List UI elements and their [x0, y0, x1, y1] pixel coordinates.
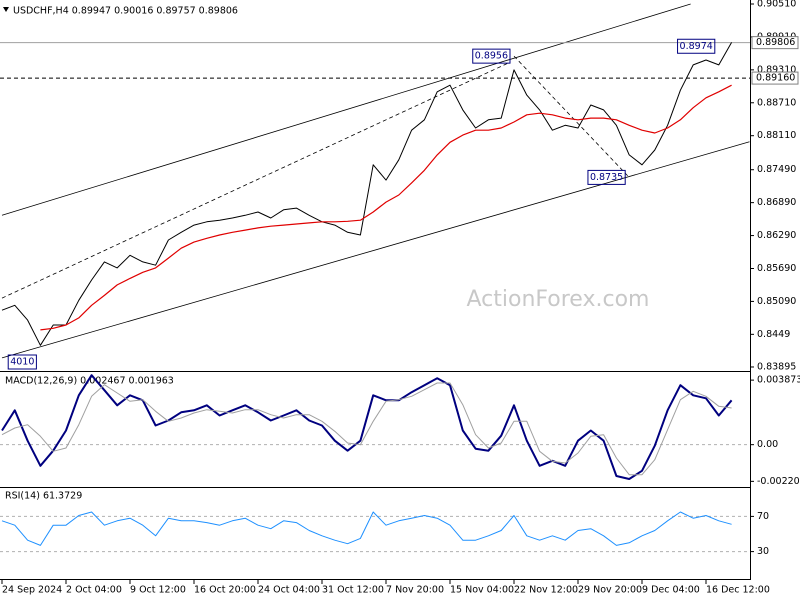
annotation-label: 0.8956	[475, 51, 508, 62]
x-tick-label: 15 Nov 04:00	[450, 585, 514, 596]
x-tick-label: 7 Nov 20:00	[386, 585, 444, 596]
y-tick-label: 0.88710	[757, 97, 796, 108]
y-tick-label: 0.87490	[757, 164, 796, 175]
y-tick-label: 0.003873	[757, 375, 800, 386]
watermark: ActionForex.com	[467, 287, 650, 312]
annotation-label: 0.8735	[590, 172, 623, 183]
price-label-box	[751, 71, 799, 85]
y-tick-label: 0.8449	[757, 329, 790, 340]
y-tick-label: 70	[757, 511, 769, 522]
trend-line	[1, 3, 691, 216]
panel-title: MACD(12,26,9) 0.002467 0.001963	[5, 376, 174, 387]
x-tick-label: 9 Dec 04:00	[642, 585, 700, 596]
trend-line	[1, 61, 511, 299]
annotation-box	[472, 48, 511, 64]
x-tick-label: 24 Sep 2024	[2, 585, 62, 596]
y-tick-label: 0.90510	[757, 0, 796, 10]
x-tick-label: 31 Oct 12:00	[322, 585, 384, 596]
y-tick-label: 0.83895	[757, 361, 796, 372]
annotation-box	[587, 169, 626, 185]
annotation-box	[7, 354, 37, 370]
y-tick-label: 30	[757, 546, 769, 557]
y-tick-label: 0.86290	[757, 230, 796, 241]
annotation-box	[677, 38, 716, 54]
price-label: 0.89806	[756, 37, 795, 48]
y-tick-label: 0.85090	[757, 296, 796, 307]
x-tick-label: 22 Nov 12:00	[514, 585, 578, 596]
y-tick-label: -0.002201	[757, 476, 800, 487]
y-tick-label: 0.85690	[757, 263, 796, 274]
x-tick-label: 29 Nov 20:00	[578, 585, 642, 596]
price-label-box	[751, 36, 799, 50]
series-line	[1, 374, 733, 480]
y-tick-label: 0.86890	[757, 197, 796, 208]
menu-icon	[3, 7, 9, 12]
x-tick-label: 24 Oct 04:00	[258, 585, 320, 596]
y-tick-label: 0.89310	[757, 64, 796, 75]
x-tick-label: 16 Oct 20:00	[194, 585, 256, 596]
series-line	[40, 84, 732, 331]
series-line	[1, 42, 733, 346]
y-tick-label: 0.88110	[757, 130, 796, 141]
series-line	[1, 382, 732, 476]
x-tick-label: 16 Dec 12:00	[706, 585, 770, 596]
annotation-label: 0.8974	[680, 41, 713, 52]
annotation-label: 4010	[10, 357, 34, 368]
chart-title: USDCHF,H4 0.89947 0.90016 0.89757 0.8980…	[13, 6, 238, 17]
price-label: 0.89160	[756, 73, 795, 84]
series-line	[1, 511, 732, 546]
y-tick-label: 0.00	[757, 439, 778, 450]
x-tick-label: 2 Oct 04:00	[66, 585, 122, 596]
panel-title: RSI(14) 61.3729	[5, 491, 82, 502]
x-tick-label: 9 Oct 12:00	[130, 585, 186, 596]
